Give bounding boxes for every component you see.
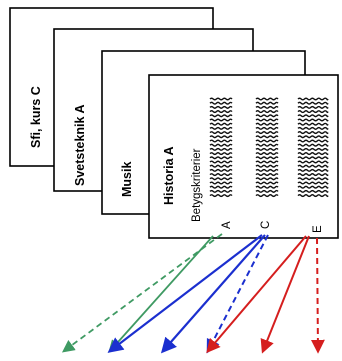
wavy-text-line [209, 139, 233, 143]
wavy-text-line [209, 177, 233, 181]
wavy-text-line [255, 173, 279, 177]
wavy-text-line [297, 114, 329, 118]
wavy-text-line [297, 131, 329, 135]
arrow-a-dashed [61, 233, 223, 353]
grade-label-e: E [312, 225, 324, 233]
wavy-text-line [255, 114, 279, 118]
wavy-text-line [255, 126, 279, 130]
wavy-text-line [209, 126, 233, 130]
wavy-text-line [255, 181, 279, 185]
criteria-column-a [209, 97, 233, 198]
wavy-text-line [297, 105, 329, 109]
arrow-c-solid-2 [160, 234, 266, 354]
wavy-text-line [297, 194, 329, 198]
wavy-text-line [297, 164, 329, 168]
arrows-grade-c [107, 234, 269, 354]
wavy-text-line [297, 177, 329, 181]
arrow-c-dashed [206, 234, 269, 354]
wavy-text-line [209, 173, 233, 177]
wavy-text-line [255, 118, 279, 122]
wavy-text-line [255, 101, 279, 105]
wavy-text-line [255, 139, 279, 143]
arrow-e-dashed [310, 237, 325, 354]
wavy-text-line [255, 160, 279, 164]
wavy-text-line [209, 185, 233, 189]
sheet-title-svetsteknik: Svetsteknik A [73, 104, 87, 186]
wavy-text-line [209, 110, 233, 114]
wavy-text-line [209, 164, 233, 168]
sheet-historia-a: Historia A Betygskriterier A C E [148, 74, 339, 239]
wavy-text-line [297, 181, 329, 185]
wavy-text-line [255, 194, 279, 198]
arrow-e-solid-1 [206, 235, 307, 354]
wavy-text-line [297, 156, 329, 160]
wavy-text-line [255, 110, 279, 114]
sheet-subtitle: Betygskriterier [191, 148, 203, 222]
wavy-text-line [209, 135, 233, 139]
wavy-text-line [255, 147, 279, 151]
wavy-text-line [209, 114, 233, 118]
wavy-text-line [209, 156, 233, 160]
wavy-text-line [209, 105, 233, 109]
sheet-title-historia: Historia A [162, 146, 176, 205]
wavy-text-line [255, 122, 279, 126]
arrow-c-solid-1 [107, 234, 263, 353]
wavy-text-line [297, 139, 329, 143]
wavy-text-line [255, 185, 279, 189]
wavy-text-line [255, 143, 279, 147]
wavy-text-line [297, 118, 329, 122]
wavy-text-line [297, 101, 329, 105]
grade-label-a: A [221, 221, 233, 229]
criteria-text-placeholder [209, 97, 329, 198]
criteria-column-c [255, 97, 279, 198]
arrow-a-solid [108, 235, 214, 353]
wavy-text-line [209, 147, 233, 151]
sheet-title-musik: Musik [120, 162, 134, 197]
wavy-text-line [209, 143, 233, 147]
wavy-text-line [297, 152, 329, 156]
wavy-text-line [209, 152, 233, 156]
wavy-text-line [209, 189, 233, 193]
wavy-text-line [209, 168, 233, 172]
criteria-column-e [297, 97, 329, 198]
wavy-text-line [297, 185, 329, 189]
wavy-text-line [209, 131, 233, 135]
wavy-text-line [297, 110, 329, 114]
wavy-text-line [297, 160, 329, 164]
sheet-title-sfi: Sfi, kurs C [29, 86, 43, 148]
wavy-text-line [209, 122, 233, 126]
wavy-text-line [297, 189, 329, 193]
wavy-text-line [297, 122, 329, 126]
wavy-text-line [255, 189, 279, 193]
wavy-text-line [209, 118, 233, 122]
arrow-e-solid-2 [260, 235, 310, 354]
wavy-text-line [297, 143, 329, 147]
wavy-text-line [297, 147, 329, 151]
wavy-text-line [297, 126, 329, 130]
wavy-text-line [209, 181, 233, 185]
wavy-text-line [297, 168, 329, 172]
wavy-text-line [297, 97, 329, 101]
wavy-text-line [255, 164, 279, 168]
grade-label-c: C [260, 221, 272, 229]
wavy-text-line [209, 194, 233, 198]
wavy-text-line [255, 152, 279, 156]
wavy-text-line [209, 101, 233, 105]
wavy-text-line [209, 160, 233, 164]
wavy-text-line [255, 177, 279, 181]
wavy-text-line [297, 173, 329, 177]
arrows-grade-a [61, 233, 223, 353]
arrows-grade-e [206, 235, 325, 354]
wavy-text-line [255, 168, 279, 172]
wavy-text-line [255, 105, 279, 109]
wavy-text-line [255, 97, 279, 101]
wavy-text-line [209, 97, 233, 101]
wavy-text-line [297, 135, 329, 139]
wavy-text-line [255, 135, 279, 139]
wavy-text-line [255, 156, 279, 160]
wavy-text-line [255, 131, 279, 135]
